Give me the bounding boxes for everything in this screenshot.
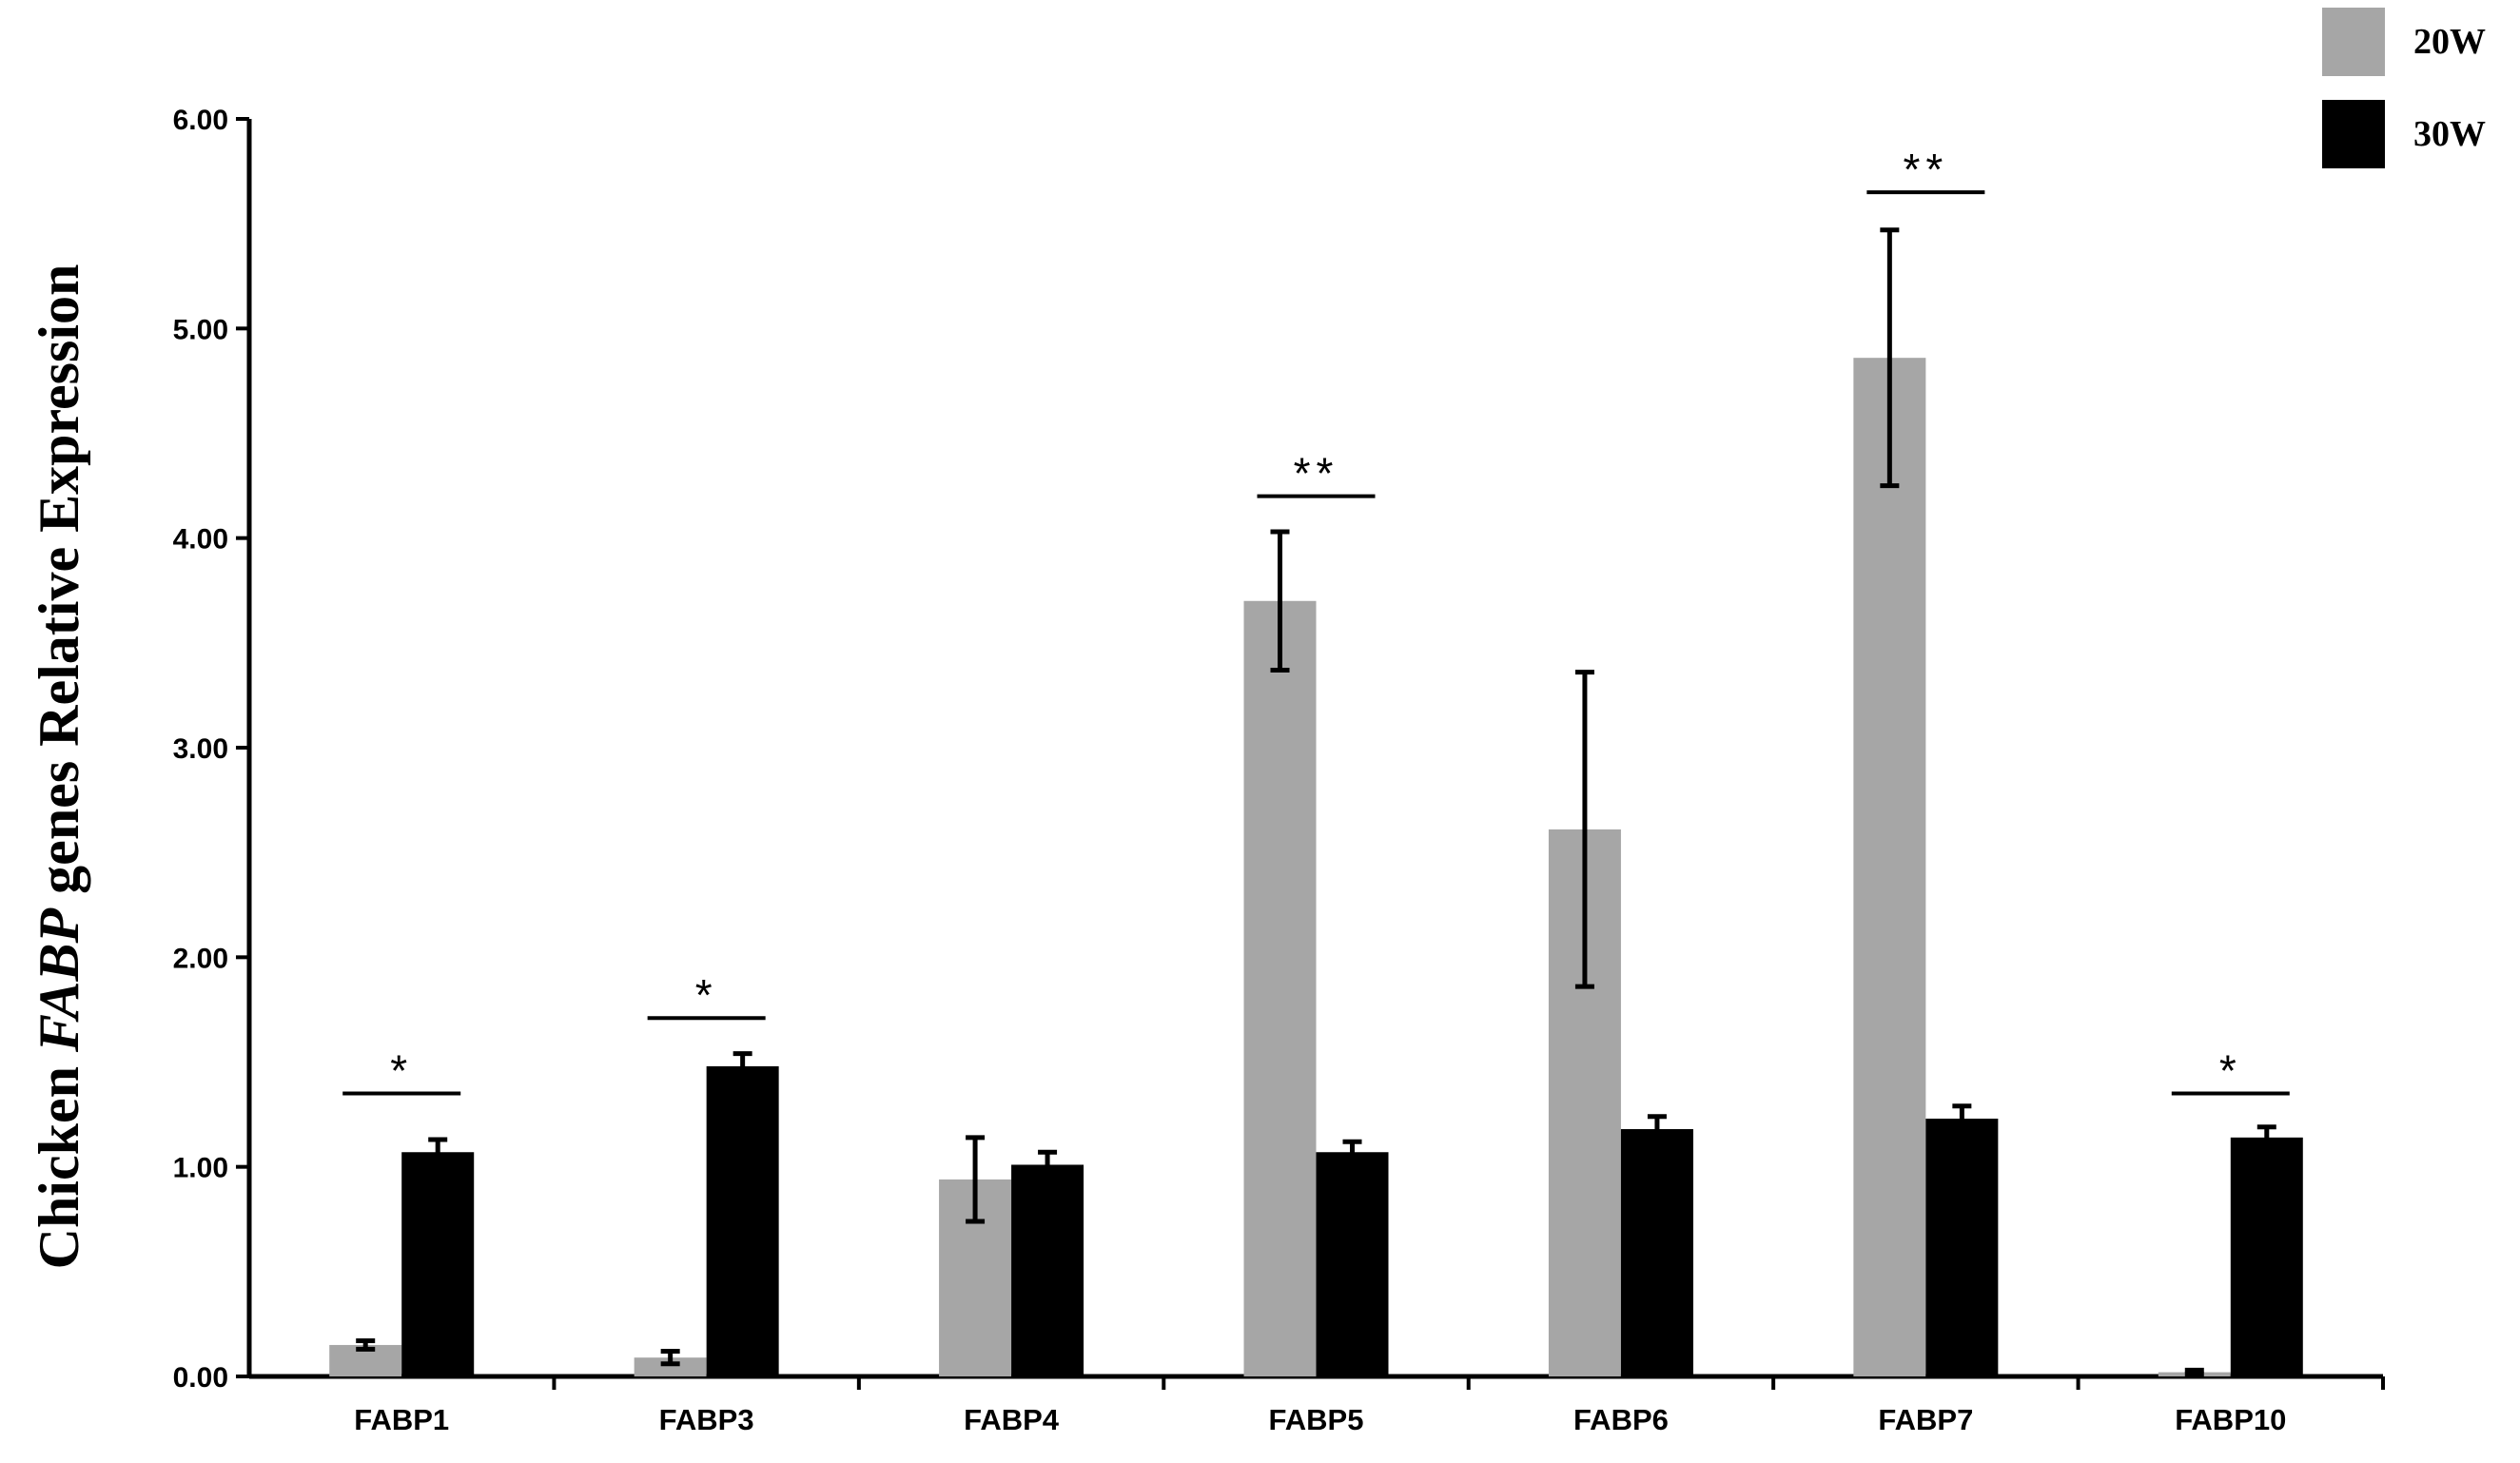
bar-30W-FABP7 bbox=[1925, 1118, 1999, 1376]
significance-label: * bbox=[2219, 1046, 2242, 1096]
bar-30W-FABP6 bbox=[1620, 1129, 1693, 1376]
y-axis-title-italic: FABP bbox=[28, 907, 90, 1053]
legend-label: 30W bbox=[2413, 114, 2486, 154]
error-bar-20W-FABP5 bbox=[1270, 529, 1290, 673]
error-bar-20W-FABP1 bbox=[356, 1338, 376, 1352]
significance-marker-FABP3: * bbox=[647, 970, 766, 1021]
legend-swatch bbox=[2322, 8, 2385, 76]
error-bar-20W-FABP7 bbox=[1880, 227, 1900, 489]
y-tick-label: 3.00 bbox=[173, 733, 228, 765]
error-bar-30W-FABP3 bbox=[733, 1051, 752, 1082]
error-bar-30W-FABP4 bbox=[1038, 1149, 1058, 1180]
significance-label: * bbox=[390, 1046, 413, 1096]
y-axis-label: Chicken FABP genes Relative Expression bbox=[28, 264, 90, 1270]
error-bar-20W-FABP4 bbox=[966, 1135, 986, 1224]
x-tick-label-FABP10: FABP10 bbox=[2175, 1403, 2286, 1436]
bar-30W-FABP5 bbox=[1316, 1152, 1389, 1376]
y-tick-label: 6.00 bbox=[173, 105, 228, 136]
significance-marker-FABP5: ** bbox=[1257, 449, 1376, 498]
y-axis-title: Chicken FABP genes Relative Expression bbox=[28, 264, 90, 1270]
y-tick-label: 2.00 bbox=[173, 943, 228, 974]
y-axis-title-suffix: genes Relative Expression bbox=[28, 264, 90, 908]
x-tick-label-FABP7: FABP7 bbox=[1878, 1403, 1973, 1436]
bar-20W-FABP3 bbox=[634, 1357, 707, 1376]
y-tick-label: 4.00 bbox=[173, 524, 228, 556]
significance-marker-FABP7: ** bbox=[1866, 145, 1985, 195]
legend-label: 20W bbox=[2413, 22, 2486, 62]
legend-item-20W: 20W bbox=[2322, 8, 2486, 76]
y-tick-label: 1.00 bbox=[173, 1153, 228, 1184]
significance-marker-FABP10: * bbox=[2171, 1046, 2290, 1096]
chart-axes: 0.00 1.00 2.00 3.00 4.00 5.00 6.00 bbox=[173, 105, 2385, 1394]
x-tick-label-FABP4: FABP4 bbox=[964, 1403, 1060, 1436]
bars-group bbox=[329, 358, 2303, 1377]
error-bar-20W-FABP3 bbox=[660, 1349, 680, 1367]
legend-item-30W: 30W bbox=[2322, 100, 2486, 168]
legend: 20W 30W bbox=[2322, 8, 2486, 168]
error-bars-group bbox=[356, 227, 2276, 1377]
significance-label: * bbox=[695, 970, 718, 1020]
y-axis-title-prefix: Chicken bbox=[28, 1052, 90, 1269]
y-tick-label: 0.00 bbox=[173, 1362, 228, 1394]
y-tick-label: 5.00 bbox=[173, 314, 228, 345]
bar-30W-FABP4 bbox=[1011, 1164, 1084, 1376]
bar-30W-FABP3 bbox=[706, 1065, 779, 1376]
bar-20W-FABP5 bbox=[1243, 600, 1317, 1376]
error-bar-20W-FABP10 bbox=[2184, 1367, 2204, 1377]
significance-label: ** bbox=[1903, 145, 1948, 194]
x-tick-label-FABP3: FABP3 bbox=[659, 1403, 754, 1436]
error-bar-30W-FABP10 bbox=[2256, 1124, 2276, 1151]
bar-30W-FABP1 bbox=[401, 1152, 475, 1376]
bar-20W-FABP7 bbox=[1853, 358, 1926, 1377]
legend-swatch bbox=[2322, 100, 2385, 168]
error-bar-30W-FABP1 bbox=[428, 1137, 448, 1167]
x-tick-label-FABP5: FABP5 bbox=[1269, 1403, 1364, 1436]
x-tick-label-FABP1: FABP1 bbox=[354, 1403, 449, 1436]
x-tick-label-FABP6: FABP6 bbox=[1573, 1403, 1669, 1436]
error-bar-30W-FABP5 bbox=[1342, 1139, 1362, 1165]
significance-group: ******* bbox=[342, 145, 2290, 1096]
significance-label: ** bbox=[1294, 449, 1339, 498]
error-bar-20W-FABP6 bbox=[1574, 670, 1594, 989]
error-bar-30W-FABP6 bbox=[1647, 1114, 1667, 1144]
significance-marker-FABP1: * bbox=[342, 1046, 461, 1096]
bar-30W-FABP10 bbox=[2230, 1137, 2303, 1376]
error-bar-30W-FABP7 bbox=[1952, 1103, 1972, 1134]
x-tick-labels: FABP1 FABP3 FABP4 FABP5 FABP6 FABP7 FABP10 bbox=[354, 1403, 2286, 1436]
